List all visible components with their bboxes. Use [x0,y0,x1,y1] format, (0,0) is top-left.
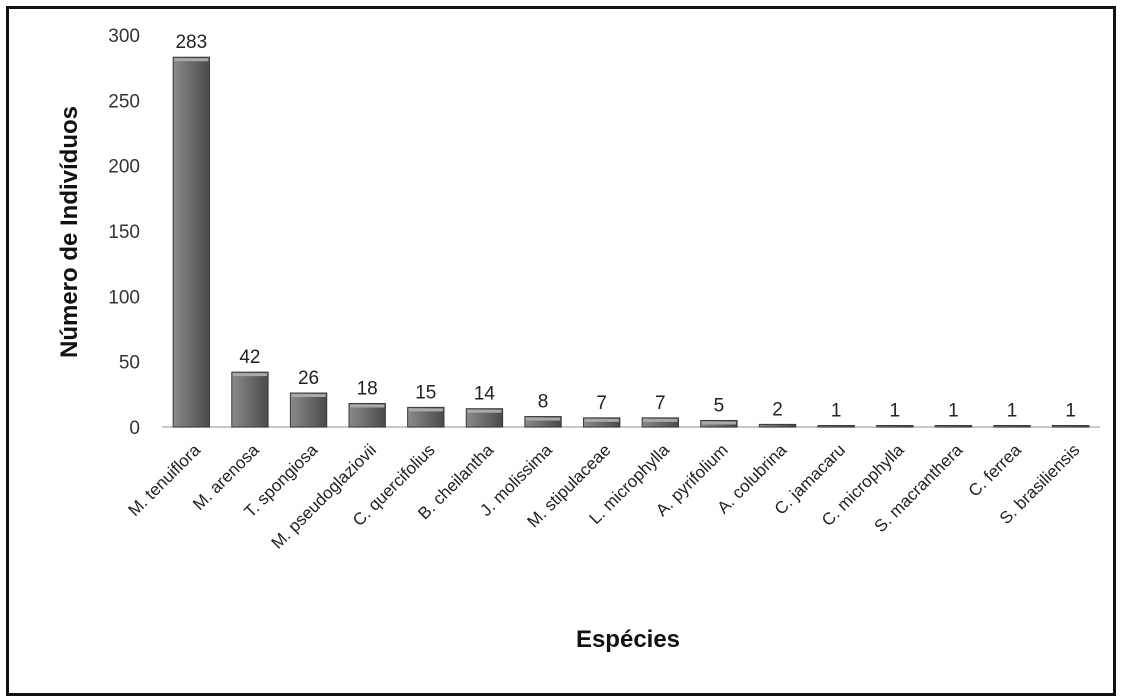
y-axis-ticks: 0 50 100 150 200 250 300 [108,26,140,439]
y-axis-title: Número de Indivíduos [56,106,83,358]
data-label: 18 [357,378,378,399]
y-tick-label: 250 [108,91,140,112]
bar [465,408,504,428]
bar-highlight [408,408,443,412]
bar [407,406,445,428]
bar-highlight [467,409,502,413]
data-label: 2 [772,399,783,420]
y-tick-label: 200 [108,157,140,178]
bar [348,402,386,428]
data-label: 7 [655,393,666,414]
data-label: 1 [1065,401,1076,422]
bar-highlight [701,421,737,425]
value-labels: 283 42 26 18 15 14 8 7 7 5 2 1 1 1 1 1 [175,32,1076,421]
data-label: 5 [714,395,725,416]
bar [289,392,328,428]
y-tick-label: 50 [119,353,140,374]
data-label: 283 [175,32,207,53]
x-axis-title: Espécies [576,626,680,653]
data-label: 1 [1007,401,1018,422]
bar [993,425,1031,428]
bar [1052,425,1090,428]
y-tick-label: 0 [129,418,140,439]
bar [583,417,621,428]
bar [876,425,914,428]
bar [524,416,562,428]
bar-highlight [232,373,268,377]
bar [817,425,855,428]
bar-highlight [350,404,385,408]
bar-highlight [584,418,619,422]
x-tick-label: C. ferrea [965,440,1026,501]
data-label: 1 [948,401,959,422]
data-label: 7 [596,393,607,414]
data-label: 1 [831,401,842,422]
x-tick-label: M. tenuiflora [125,440,205,520]
bar [231,371,269,428]
y-tick-label: 150 [108,222,140,243]
bar-highlight [174,58,209,62]
bar-highlight [291,394,326,398]
data-label: 14 [474,384,496,405]
bar-highlight [525,417,561,421]
y-tick-label: 300 [108,26,140,47]
bar [934,425,973,428]
data-label: 26 [298,368,319,389]
data-label: 8 [538,392,549,413]
bars [172,56,1090,428]
bar [172,56,210,428]
data-label: 15 [415,382,436,403]
data-label: 42 [239,347,260,368]
x-tick-label: M. pseudoglaziovii [268,440,380,552]
y-tick-label: 100 [108,287,140,308]
bar [758,423,797,428]
data-label: 1 [890,401,901,422]
bar-highlight [643,418,678,422]
bar [641,417,679,428]
